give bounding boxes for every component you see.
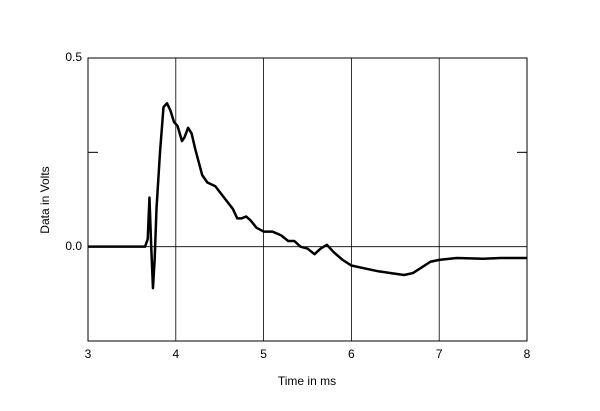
x-tick-label: 5 — [260, 347, 267, 361]
x-axis-label: Time in ms — [278, 374, 336, 388]
plot-frame — [87, 57, 528, 342]
x-tick-label: 8 — [524, 347, 531, 361]
x-tick-label: 6 — [348, 347, 355, 361]
y-tick-label: 0.0 — [65, 239, 82, 253]
x-tick-label: 7 — [436, 347, 443, 361]
y-tick-label: 0.5 — [65, 50, 82, 64]
x-tick-label: 3 — [85, 347, 92, 361]
y-axis-label: Data in Volts — [38, 166, 52, 233]
data-line — [88, 102, 527, 290]
x-tick-label: 4 — [172, 347, 179, 361]
